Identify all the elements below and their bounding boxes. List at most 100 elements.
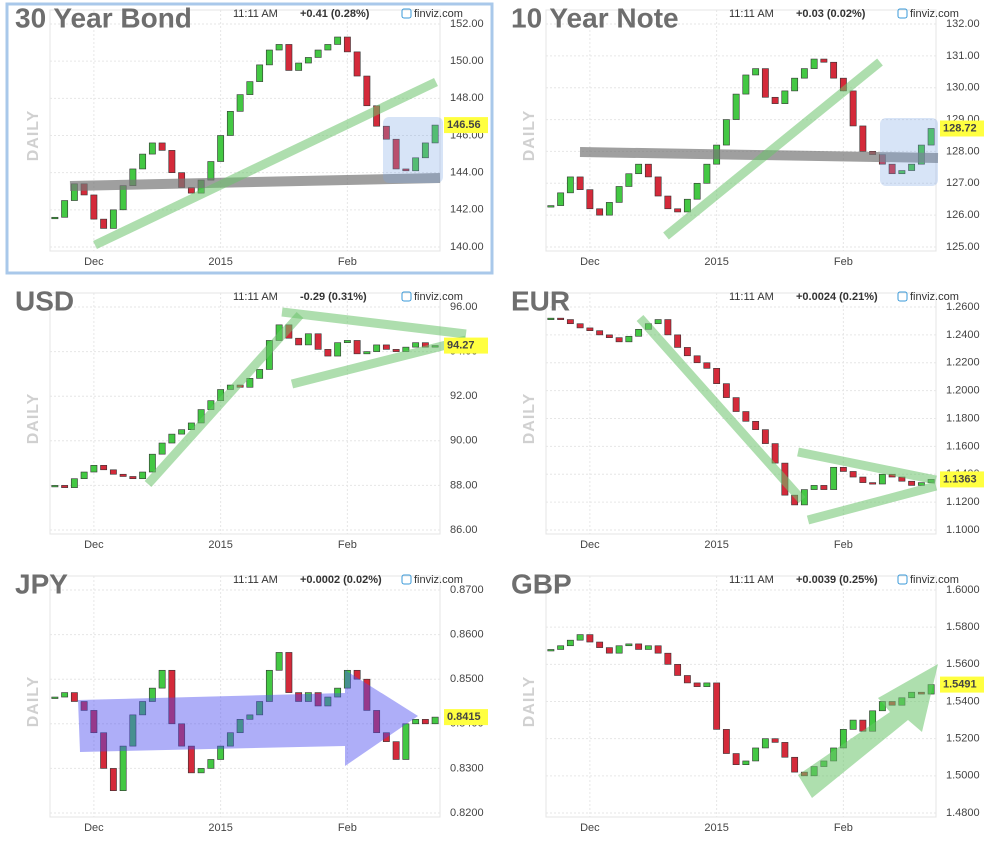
candle xyxy=(605,202,613,216)
x-tick-label: Dec xyxy=(84,539,104,551)
candle xyxy=(722,383,730,398)
candle xyxy=(382,732,390,742)
labels: 140.00142.00144.00146.00148.00150.00152.… xyxy=(15,2,984,834)
x-tick-label: 2015 xyxy=(704,539,728,551)
source: finviz.com xyxy=(414,291,463,303)
change: +0.0039 (0.25%) xyxy=(796,574,878,586)
candle xyxy=(703,163,711,184)
triangle-upper xyxy=(281,307,467,339)
candle xyxy=(80,701,88,711)
candle xyxy=(139,701,147,716)
candle xyxy=(586,634,594,643)
candle xyxy=(791,756,799,773)
last-price-label: 128.72 xyxy=(943,122,977,134)
candle xyxy=(781,742,789,758)
candle xyxy=(363,75,371,107)
candle xyxy=(732,753,740,765)
x-tick-label: 2015 xyxy=(208,256,232,268)
candle xyxy=(547,317,555,320)
candle xyxy=(625,643,633,647)
candle xyxy=(820,485,828,490)
candle xyxy=(732,397,740,412)
candle xyxy=(888,163,896,175)
last-price-box xyxy=(444,337,488,354)
candle xyxy=(207,759,215,769)
y-tick-label: 1.4800 xyxy=(946,807,980,819)
candle xyxy=(752,420,760,430)
candle xyxy=(178,429,186,435)
plot-area xyxy=(545,575,937,818)
candle xyxy=(586,189,594,210)
candle xyxy=(70,692,78,702)
candle xyxy=(148,687,156,702)
y-tick-label: 1.2600 xyxy=(946,301,980,313)
x-tick-label: Feb xyxy=(338,256,357,268)
candle xyxy=(693,355,701,364)
y-tick-label: 96.00 xyxy=(450,301,478,313)
candle xyxy=(363,351,371,355)
candle xyxy=(109,209,117,229)
y-tick-label: 1.5400 xyxy=(946,695,980,707)
y-tick-label: 86.00 xyxy=(450,524,478,536)
y-tick-label: 1.1000 xyxy=(946,524,980,536)
candle xyxy=(781,90,789,104)
candle xyxy=(547,649,555,652)
candle xyxy=(908,480,916,486)
candle xyxy=(431,716,439,725)
y-tick-label: 1.1800 xyxy=(946,412,980,424)
trend-line xyxy=(663,58,883,240)
candle xyxy=(576,176,584,190)
x-tick-label: 2015 xyxy=(208,539,232,551)
candle xyxy=(664,652,672,665)
candle xyxy=(927,128,935,146)
candle xyxy=(820,58,828,63)
candle xyxy=(148,142,156,155)
candle xyxy=(644,163,652,178)
time: 11:11 AM xyxy=(729,574,774,586)
candle xyxy=(61,692,69,698)
y-tick-label: 1.2200 xyxy=(946,357,980,369)
y-tick-label: 92.00 xyxy=(450,390,478,402)
y-tick-label: 140.00 xyxy=(450,241,484,253)
candle xyxy=(158,442,166,455)
source: finviz.com xyxy=(910,8,959,20)
y-axis-label: DAILY xyxy=(25,393,42,445)
candle xyxy=(90,465,98,473)
x-tick-label: Dec xyxy=(580,539,600,551)
y-tick-label: 1.2000 xyxy=(946,385,980,397)
x-tick-label: Dec xyxy=(84,256,104,268)
candle xyxy=(217,135,225,162)
candle xyxy=(304,57,312,64)
x-tick-label: Dec xyxy=(84,822,104,834)
y-tick-label: 0.8200 xyxy=(450,807,484,819)
time: 11:11 AM xyxy=(729,291,774,303)
last-price-label: 94.27 xyxy=(447,339,475,351)
annotations xyxy=(69,58,939,798)
candle xyxy=(392,138,400,170)
candle xyxy=(334,342,342,357)
triangle-lower xyxy=(290,335,468,389)
y-axis-label: DAILY xyxy=(521,676,538,728)
candle xyxy=(334,687,342,698)
highlight-box xyxy=(880,118,938,186)
x-tick-label: 2015 xyxy=(704,822,728,834)
candle xyxy=(139,471,147,480)
y-tick-label: 0.8700 xyxy=(450,584,484,596)
candle xyxy=(100,732,108,769)
trend-arrow xyxy=(78,670,418,766)
y-tick-label: 131.00 xyxy=(946,50,980,62)
candle xyxy=(402,168,410,172)
candle xyxy=(129,476,137,480)
candle xyxy=(373,710,381,734)
candle xyxy=(859,125,867,152)
candle xyxy=(343,669,351,689)
time: 11:11 AM xyxy=(233,8,278,20)
candle xyxy=(178,723,186,747)
candle xyxy=(382,125,390,140)
change: -0.29 (0.31%) xyxy=(300,291,367,303)
candle xyxy=(353,340,361,355)
candle xyxy=(742,411,750,422)
y-tick-label: 1.5200 xyxy=(946,733,980,745)
y-tick-label: 88.00 xyxy=(450,479,478,491)
candle xyxy=(596,641,604,648)
